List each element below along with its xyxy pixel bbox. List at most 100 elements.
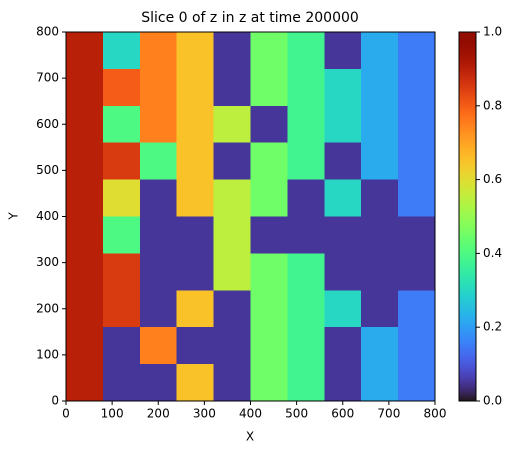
heatmap-cell — [250, 327, 288, 365]
heatmap-cell — [324, 179, 362, 217]
heatmap-cell — [102, 105, 141, 144]
heatmap-cell — [250, 179, 288, 217]
heatmap-cell — [287, 327, 325, 365]
heatmap-cell — [66, 142, 104, 181]
heatmap-cell — [102, 364, 141, 402]
y-tick-label: 800 — [36, 25, 59, 39]
heatmap — [66, 32, 436, 402]
heatmap-cell — [213, 68, 251, 107]
heatmap-cell — [324, 68, 362, 107]
heatmap-cell — [398, 105, 436, 144]
heatmap-cell — [361, 105, 399, 144]
heatmap-cell — [66, 364, 104, 402]
heatmap-cell — [398, 142, 436, 181]
y-tick-label: 300 — [36, 255, 59, 269]
heatmap-cell — [176, 327, 215, 365]
heatmap-cell — [102, 179, 141, 217]
heatmap-cell — [250, 105, 288, 144]
x-tick-label: 300 — [193, 407, 216, 421]
heatmap-cell — [324, 142, 362, 181]
heatmap-cell — [250, 364, 288, 402]
heatmap-cell — [250, 68, 288, 107]
heatmap-cell — [139, 68, 178, 107]
x-tick-label: 500 — [285, 407, 308, 421]
heatmap-cell — [250, 253, 288, 291]
heatmap-cell — [398, 32, 436, 70]
x-tick-label: 0 — [62, 407, 70, 421]
heatmap-cell — [66, 216, 104, 254]
heatmap-cell — [287, 142, 325, 181]
heatmap-cell — [287, 216, 325, 254]
heatmap-cell — [213, 327, 251, 365]
heatmap-cell — [176, 364, 215, 402]
colorbar-tick-label: 0.4 — [483, 246, 502, 260]
colorbar-tick-label: 0.2 — [483, 320, 502, 334]
heatmap-cell — [287, 364, 325, 402]
heatmap-cell — [102, 32, 141, 70]
heatmap-cell — [176, 105, 215, 144]
heatmap-cell — [66, 179, 104, 217]
heatmap-cell — [102, 216, 141, 254]
heatmap-cell — [213, 253, 251, 291]
heatmap-cell — [213, 142, 251, 181]
heatmap-cell — [139, 327, 178, 365]
colorbar-tick-label: 0.0 — [483, 394, 502, 408]
heatmap-cell — [398, 179, 436, 217]
heatmap-cell — [213, 32, 251, 70]
heatmap-cell — [287, 290, 325, 328]
heatmap-cell — [176, 253, 215, 291]
heatmap-cell — [398, 68, 436, 107]
heatmap-cell — [250, 290, 288, 328]
heatmap-cell — [66, 32, 104, 70]
x-tick-label: 700 — [377, 407, 400, 421]
heatmap-cell — [324, 105, 362, 144]
y-axis-label: Y — [7, 212, 21, 221]
x-axis-label: X — [246, 430, 254, 444]
heatmap-cell — [213, 290, 251, 328]
heatmap-cell — [102, 253, 141, 291]
heatmap-cell — [361, 179, 399, 217]
colorbar-tick-label: 0.6 — [483, 172, 502, 186]
heatmap-cell — [250, 32, 288, 70]
heatmap-cell — [250, 142, 288, 181]
heatmap-cell — [139, 216, 178, 254]
heatmap-cell — [213, 364, 251, 402]
heatmap-cell — [324, 32, 362, 70]
heatmap-cell — [287, 179, 325, 217]
y-tick-label: 0 — [51, 394, 59, 408]
heatmap-cell — [398, 216, 436, 254]
heatmap-cell — [324, 327, 362, 365]
heatmap-cell — [176, 290, 215, 328]
heatmap-cell — [361, 364, 399, 402]
heatmap-cell — [287, 68, 325, 107]
heatmap-cell — [361, 327, 399, 365]
x-tick-label: 800 — [424, 407, 447, 421]
heatmap-cell — [287, 105, 325, 144]
x-tick-label: 200 — [147, 407, 170, 421]
heatmap-cell — [176, 142, 215, 181]
heatmap-cell — [361, 142, 399, 181]
heatmap-cell — [139, 32, 178, 70]
heatmap-cell — [361, 290, 399, 328]
heatmap-cell — [176, 32, 215, 70]
heatmap-cell — [139, 179, 178, 217]
heatmap-cell — [66, 327, 104, 365]
heatmap-cell — [398, 364, 436, 402]
heatmap-cell — [213, 216, 251, 254]
heatmap-cell — [287, 32, 325, 70]
heatmap-cell — [324, 216, 362, 254]
heatmap-cell — [66, 253, 104, 291]
y-tick-label: 200 — [36, 301, 59, 315]
y-tick-label: 100 — [36, 347, 59, 361]
heatmap-cell — [398, 290, 436, 328]
x-tick-label: 600 — [331, 407, 354, 421]
heatmap-cell — [213, 179, 251, 217]
heatmap-cell — [102, 290, 141, 328]
heatmap-cell — [361, 253, 399, 291]
heatmap-cell — [102, 68, 141, 107]
heatmap-cell — [213, 105, 251, 144]
y-tick-label: 700 — [36, 71, 59, 85]
y-tick-label: 400 — [36, 209, 59, 223]
colorbar-tick-label: 1.0 — [483, 25, 502, 39]
